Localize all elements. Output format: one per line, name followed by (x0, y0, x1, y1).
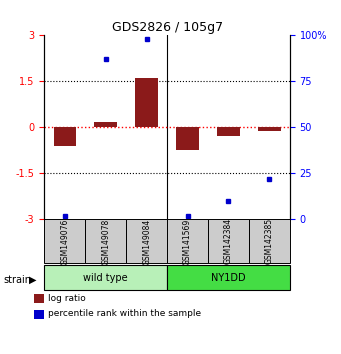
Bar (44, 219, 85, 263)
Text: GSM149084: GSM149084 (142, 218, 151, 264)
Bar (94, 122, 117, 127)
Text: GSM149078: GSM149078 (101, 218, 110, 264)
Bar (217, 127, 240, 136)
Bar (208, 219, 249, 263)
Bar (176, 127, 199, 149)
Title: GDS2826 / 105g7: GDS2826 / 105g7 (112, 21, 223, 34)
Text: log ratio: log ratio (48, 294, 86, 303)
Bar (167, 219, 208, 263)
Text: strain: strain (3, 275, 31, 285)
Text: NY1DD: NY1DD (211, 273, 246, 282)
Text: ▶: ▶ (29, 275, 36, 285)
Bar (85, 219, 126, 263)
Bar (54, 127, 76, 147)
Text: GSM142384: GSM142384 (224, 218, 233, 264)
Bar (167, 265, 290, 290)
Bar (258, 127, 281, 131)
Text: percentile rank within the sample: percentile rank within the sample (48, 309, 201, 319)
Text: GSM142385: GSM142385 (265, 218, 274, 264)
Bar (126, 219, 167, 263)
Text: wild type: wild type (84, 273, 128, 282)
Text: GSM141569: GSM141569 (183, 218, 192, 264)
Bar (249, 219, 290, 263)
Text: GSM149076: GSM149076 (60, 218, 69, 265)
Bar (44, 265, 167, 290)
Bar (135, 78, 158, 127)
